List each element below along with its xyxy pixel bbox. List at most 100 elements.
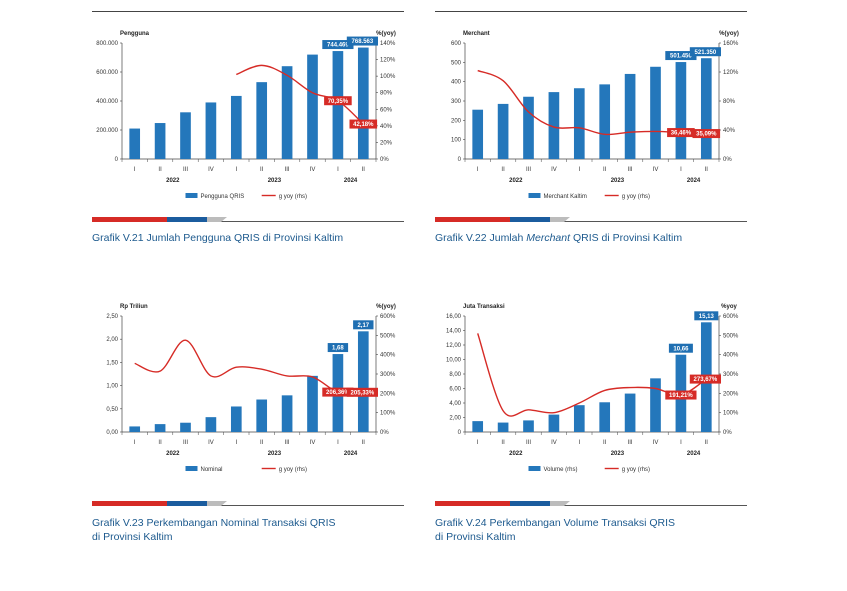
legend-line-label: g yoy (rhs) xyxy=(279,467,307,473)
line-series xyxy=(134,339,364,394)
bar xyxy=(624,393,636,432)
tick-label-right: 0% xyxy=(723,157,732,163)
caption-merchant: Grafik V.22 Jumlah Merchant QRIS di Prov… xyxy=(435,231,747,245)
category-label: III xyxy=(183,167,188,173)
caption-rule xyxy=(92,501,404,506)
line-value-label: 70,35% xyxy=(328,99,349,105)
year-label: 2023 xyxy=(268,451,282,457)
tick-label-left: 2,00 xyxy=(449,416,461,422)
tick-label-right: 500% xyxy=(380,333,396,339)
bar xyxy=(307,375,318,432)
tick-label-left: 500 xyxy=(451,60,462,66)
bar xyxy=(700,58,712,159)
tick-label-left: 8,00 xyxy=(449,372,461,378)
chart-volume-transaksi: Juta Transaksi %yoy 0 2,00 4,00 6,00 8,00 10,00… xyxy=(446,304,739,473)
bar-value-label-box xyxy=(665,51,697,61)
bar xyxy=(307,54,318,159)
year-label: 2022 xyxy=(509,451,523,457)
category-label: IV xyxy=(310,440,316,446)
year-label: 2023 xyxy=(611,178,625,184)
bar xyxy=(180,112,191,159)
category-label: II xyxy=(260,167,264,173)
bar-value-label: 501.456 xyxy=(670,54,692,60)
chart-panel-nominal: Rp Triliun %(yoy) 0,00 0,50 1,00 1,50 2,00 2,50… xyxy=(92,298,404,558)
bar xyxy=(205,102,217,159)
tick-label-right: 100% xyxy=(380,411,396,417)
bar xyxy=(548,92,560,159)
tick-label-right: 0% xyxy=(723,430,732,436)
y-axis-right-title: %(yoy) xyxy=(376,304,396,310)
year-label: 2024 xyxy=(687,451,701,457)
tick-label-right: 60% xyxy=(380,107,393,113)
line-value-label-box xyxy=(349,119,378,129)
line-value-label-box xyxy=(346,387,378,397)
bar xyxy=(650,378,661,432)
bar xyxy=(573,88,585,159)
bar-value-label: 10,66 xyxy=(673,346,689,352)
line-series xyxy=(477,69,707,136)
tick-label-right: 500% xyxy=(723,333,739,339)
tick-label-left: 2,50 xyxy=(106,314,118,320)
tick-label-right: 20% xyxy=(380,140,393,146)
year-label: 2023 xyxy=(611,451,625,457)
tick-label-right: 140% xyxy=(380,41,396,47)
category-label: III xyxy=(628,440,633,446)
category-label: I xyxy=(337,440,339,446)
bar xyxy=(154,424,166,432)
tick-label-right: 600% xyxy=(380,314,396,320)
bar-value-label: 521.350 xyxy=(695,50,717,56)
category-label: III xyxy=(526,440,531,446)
bar xyxy=(523,96,534,159)
caption-text: Grafik V.21 Jumlah Pengguna QRIS di Prov… xyxy=(92,232,344,244)
legend-line-label: g yoy (rhs) xyxy=(622,467,650,473)
tick-label-left: 0 xyxy=(458,157,462,163)
legend-bar-label: Pengguna QRIS xyxy=(201,194,245,200)
category-label: II xyxy=(362,167,366,173)
caption-text-a: Grafik V.22 Jumlah xyxy=(435,232,527,244)
tick-label-left: 0 xyxy=(458,430,462,436)
caption-rule xyxy=(435,501,747,506)
chart-panel-pengguna: Pengguna %(yoy) 0 200.000 400.000 600.000 800.… xyxy=(92,25,404,265)
tick-label-left: 1,00 xyxy=(106,384,118,390)
bar xyxy=(675,62,687,159)
bar xyxy=(523,420,534,432)
category-label: II xyxy=(501,167,505,173)
bar xyxy=(497,103,509,159)
tick-label-left: 10,00 xyxy=(446,358,462,364)
tick-label-left: 300 xyxy=(451,99,462,105)
category-label: III xyxy=(183,440,188,446)
caption-text-italic: Merchant xyxy=(526,232,571,244)
bar xyxy=(599,402,611,432)
line-value-label-box xyxy=(322,387,354,397)
tick-label-right: 40% xyxy=(723,128,736,134)
tick-label-right: 200% xyxy=(723,391,739,397)
category-label: I xyxy=(134,167,136,173)
category-label: I xyxy=(680,440,682,446)
line-value-label: 36,46% xyxy=(671,131,692,137)
legend-bar-label: Volume (rhs) xyxy=(544,467,578,473)
legend-line-label: g yoy (rhs) xyxy=(622,194,650,200)
caption-rule xyxy=(435,217,747,222)
tick-label-left: 14,00 xyxy=(446,329,462,335)
tick-label-left: 0,00 xyxy=(106,430,118,436)
tick-label-right: 400% xyxy=(380,353,396,359)
bar xyxy=(357,47,369,159)
bar xyxy=(472,109,484,159)
bar xyxy=(599,84,611,159)
category-label: I xyxy=(477,167,479,173)
category-label: IV xyxy=(551,167,557,173)
category-label: II xyxy=(362,440,366,446)
caption-line-1: Grafik V.23 Perkembangan Nominal Transak… xyxy=(92,517,336,529)
category-label: I xyxy=(235,440,237,446)
tick-label-left: 16,00 xyxy=(446,314,462,320)
chart-merchant-qris: Merchant %(yoy) 0 100 200 300 400 500 600 0% 40% 80… xyxy=(451,31,739,200)
bar-value-label-box xyxy=(346,36,378,46)
bar xyxy=(180,422,191,432)
year-label: 2022 xyxy=(166,451,180,457)
tick-label-right: 0% xyxy=(380,430,389,436)
bar xyxy=(548,414,560,432)
caption-line-2: di Provinsi Kaltim xyxy=(435,531,516,543)
tick-label-left: 600.000 xyxy=(96,70,118,76)
line-value-label-box xyxy=(692,129,721,139)
category-label: IV xyxy=(653,440,659,446)
